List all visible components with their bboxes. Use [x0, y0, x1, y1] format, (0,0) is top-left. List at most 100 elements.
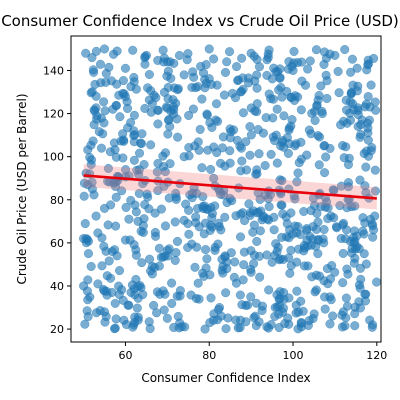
data-point: [188, 104, 198, 114]
data-point: [201, 245, 211, 255]
data-point: [282, 86, 292, 96]
data-point: [102, 271, 112, 281]
data-point: [226, 127, 236, 137]
data-point: [311, 45, 322, 55]
data-point: [350, 321, 360, 331]
data-point: [88, 65, 98, 75]
data-point: [91, 46, 101, 56]
data-point: [97, 261, 107, 271]
data-point: [249, 250, 259, 260]
data-point: [336, 233, 346, 244]
data-point: [129, 155, 139, 165]
data-point: [108, 49, 119, 59]
data-point: [303, 261, 313, 271]
data-point: [371, 105, 381, 115]
data-point: [111, 192, 121, 202]
data-point: [195, 124, 205, 134]
data-point: [299, 206, 309, 217]
data-point: [160, 167, 170, 177]
data-point: [221, 288, 231, 298]
data-point: [118, 295, 128, 305]
data-point: [131, 245, 141, 255]
data-point: [118, 153, 128, 163]
data-point: [179, 215, 189, 225]
data-point: [237, 53, 247, 63]
data-point: [182, 55, 192, 65]
data-point: [194, 294, 204, 304]
data-point: [366, 80, 376, 90]
data-point: [104, 256, 114, 266]
data-point: [307, 272, 317, 282]
data-point: [144, 69, 154, 80]
data-point: [206, 293, 216, 303]
data-point: [231, 315, 241, 325]
data-point: [249, 220, 259, 230]
data-point: [283, 148, 293, 158]
data-point: [187, 239, 197, 249]
data-point: [209, 54, 219, 64]
data-point: [103, 163, 113, 174]
data-point: [341, 142, 351, 152]
x-axis-ticks: 60 80 100 120: [118, 342, 387, 362]
data-point: [363, 151, 373, 161]
data-point: [140, 200, 150, 210]
data-point: [153, 119, 163, 129]
data-point: [284, 125, 294, 135]
data-point: [264, 285, 274, 295]
y-tick-label: 80: [50, 194, 64, 207]
y-tick-label: 40: [50, 280, 64, 293]
data-point: [330, 267, 340, 277]
data-point: [367, 322, 377, 332]
data-point: [210, 245, 220, 255]
data-point: [216, 225, 226, 235]
data-point: [190, 262, 200, 272]
data-point: [163, 66, 173, 76]
data-point: [154, 261, 164, 271]
data-point: [211, 99, 222, 109]
data-point: [207, 213, 217, 223]
data-point: [126, 82, 136, 92]
data-point: [277, 176, 287, 186]
data-point: [158, 151, 168, 161]
data-point: [364, 115, 375, 125]
data-point: [245, 210, 255, 220]
data-point: [174, 50, 184, 61]
data-point: [227, 196, 237, 206]
data-point: [173, 85, 183, 95]
data-point: [136, 139, 147, 149]
data-point: [191, 218, 201, 228]
data-point: [164, 244, 174, 254]
data-point: [170, 255, 180, 265]
data-point: [237, 156, 247, 166]
data-point: [232, 62, 242, 72]
y-tick-label: 120: [43, 108, 64, 121]
y-tick-label: 60: [50, 237, 64, 250]
data-point: [289, 58, 299, 68]
data-point: [213, 304, 224, 315]
data-point: [303, 64, 313, 74]
data-point: [194, 145, 204, 155]
data-point: [332, 223, 342, 233]
data-point: [343, 178, 354, 188]
y-axis-ticks: 20 40 60 80 100 120 140: [43, 64, 71, 336]
data-point: [352, 63, 362, 73]
data-point: [297, 57, 307, 67]
data-point: [312, 208, 322, 218]
data-point: [159, 305, 169, 315]
data-point: [227, 88, 238, 98]
data-point: [360, 181, 370, 191]
data-point: [100, 106, 110, 116]
data-point: [134, 188, 144, 199]
data-point: [308, 313, 318, 324]
data-point: [93, 228, 103, 238]
data-point: [319, 224, 329, 235]
data-point: [158, 45, 168, 55]
data-point: [340, 44, 350, 55]
data-point: [99, 241, 109, 251]
data-point: [105, 147, 115, 157]
data-point: [121, 202, 131, 212]
data-point: [279, 111, 289, 121]
data-point: [163, 82, 173, 92]
data-point: [206, 164, 216, 174]
data-point: [153, 186, 163, 196]
